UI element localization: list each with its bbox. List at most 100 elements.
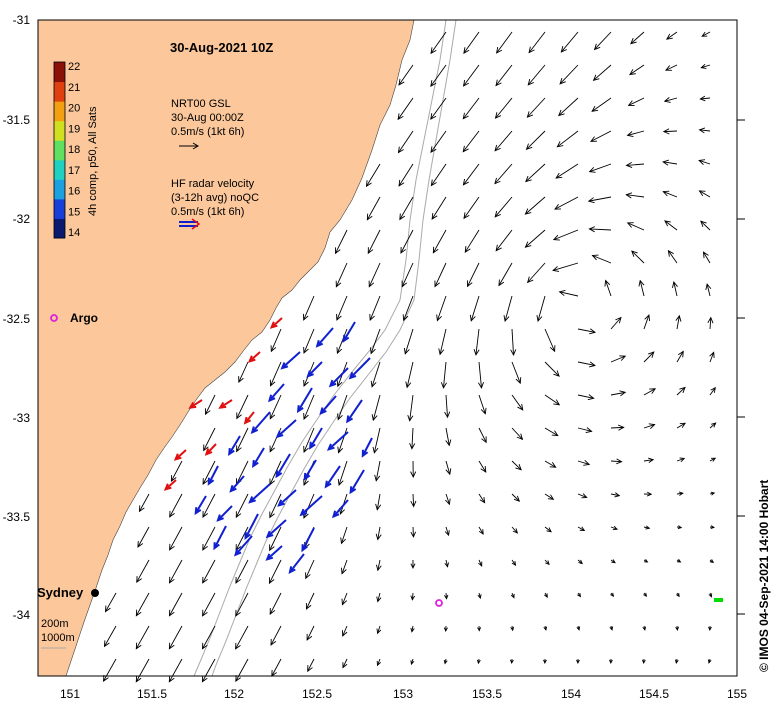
gsl-arrow	[430, 163, 447, 187]
gsl-arrow	[610, 390, 627, 397]
hf-arrow-offshore	[275, 419, 297, 439]
gsl-arrow	[577, 493, 588, 499]
gsl-arrow	[168, 625, 183, 650]
gsl-arrow	[205, 394, 216, 416]
gsl-arrow	[238, 361, 249, 384]
gsl-arrow	[372, 427, 381, 454]
gsl-arrow	[536, 295, 546, 323]
gsl-arrow	[676, 350, 684, 363]
lat-tick: -33	[13, 411, 31, 425]
credit-text: © IMOS 04-Sep-2021 14:00 Hobart	[757, 480, 771, 672]
gsl-arrow	[306, 625, 315, 641]
colorbar-tick-label: 22	[68, 61, 80, 73]
gsl-arrow	[707, 658, 712, 664]
gsl-arrow	[342, 625, 348, 637]
gsl-arrow	[527, 64, 546, 86]
lat-axis-labels: -31 -31.5 -32 -32.5 -33 -33.5 -34	[3, 13, 31, 622]
gsl-arrow	[467, 262, 480, 288]
gsl-arrow	[526, 97, 546, 118]
gsl-arrow	[135, 592, 150, 617]
legend-hf-line2: (3-12h avg) noQC	[171, 192, 259, 204]
gsl-arrow	[590, 130, 612, 142]
hf-arrow-offshore	[252, 447, 265, 468]
gsl-arrow	[675, 314, 682, 330]
hf-arrow-offshore	[265, 545, 283, 561]
gsl-arrow	[558, 97, 579, 117]
hf-arrow-nearshore	[204, 443, 217, 456]
gsl-arrow	[303, 427, 315, 453]
gsl-arrow	[477, 592, 482, 600]
hf-arrow-offshore	[216, 505, 233, 522]
gsl-arrow	[376, 625, 382, 635]
gsl-arrow	[469, 295, 480, 322]
isobath-label-200m: 200m	[41, 618, 69, 630]
gsl-arrow	[525, 163, 546, 183]
gsl-arrow	[698, 159, 711, 165]
gsl-arrow	[307, 658, 315, 673]
sydney-city-dot[interactable]	[91, 589, 99, 597]
gsl-arrow	[365, 163, 381, 188]
gsl-arrow	[410, 592, 416, 601]
colorbar-tick-label: 18	[68, 144, 80, 156]
gsl-arrow	[269, 361, 282, 387]
gsl-arrow	[371, 394, 381, 422]
gsl-arrow	[478, 493, 486, 504]
colorbar-label: 4h comp, p50, All Sats	[87, 106, 99, 216]
colorbar-segment	[54, 159, 65, 180]
gsl-arrow	[397, 130, 414, 154]
gsl-arrow	[676, 457, 686, 463]
hf-arrow-offshore	[301, 527, 315, 553]
gsl-arrow	[676, 422, 686, 429]
gsl-arrow	[642, 658, 646, 665]
gsl-arrow	[577, 328, 597, 335]
gsl-arrow	[169, 493, 183, 518]
gsl-arrow	[610, 458, 623, 465]
gsl-arrow	[336, 328, 348, 355]
gsl-arrow	[544, 526, 552, 533]
colorbar-segment	[54, 62, 65, 83]
gsl-arrow	[135, 658, 150, 683]
lon-tick: 153	[393, 687, 413, 701]
argo-float-marker[interactable]	[435, 599, 443, 607]
gsl-arrow	[444, 526, 450, 537]
gsl-arrow	[554, 196, 579, 210]
gsl-arrow	[401, 262, 414, 288]
gsl-arrow	[592, 64, 612, 81]
gsl-arrow	[302, 295, 315, 321]
gsl-arrow	[676, 558, 682, 563]
hf-arrow-offshore	[315, 327, 334, 348]
gsl-arrow	[337, 394, 348, 421]
gsl-arrow	[609, 625, 614, 631]
gsl-arrow	[303, 394, 315, 420]
gsl-arrow	[410, 559, 416, 570]
gsl-arrow	[495, 229, 513, 252]
gsl-arrow	[674, 658, 679, 664]
argo-marker-icon	[50, 314, 58, 322]
gsl-arrow	[577, 361, 596, 368]
gsl-arrow	[552, 229, 579, 241]
lon-tick: 154	[561, 687, 581, 701]
gsl-arrow	[626, 130, 645, 137]
gsl-arrow	[369, 295, 381, 322]
gsl-arrow	[444, 394, 451, 419]
gsl-arrow	[503, 295, 513, 323]
gsl-arrow	[235, 493, 249, 519]
gsl-arrow	[510, 328, 517, 356]
gsl-arrow	[376, 592, 382, 603]
gsl-arrow	[494, 130, 513, 152]
gsl-arrow	[431, 196, 447, 220]
gsl-arrow	[664, 64, 678, 71]
gsl-arrow	[701, 31, 711, 37]
gsl-arrow	[410, 625, 415, 633]
hf-arrow-offshore	[328, 367, 349, 388]
gsl-arrow	[462, 163, 480, 186]
gsl-arrow	[478, 394, 487, 415]
gsl-arrow	[511, 394, 524, 411]
gsl-arrow	[610, 355, 627, 363]
gsl-arrow	[235, 658, 249, 683]
hf-arrow-offshore	[275, 453, 291, 479]
gsl-arrow	[610, 424, 625, 431]
isobath-label-1000m: 1000m	[41, 632, 75, 644]
colorbar-segment	[54, 179, 65, 200]
legend-hf-line3: 0.5m/s (1kt 6h)	[171, 206, 244, 218]
